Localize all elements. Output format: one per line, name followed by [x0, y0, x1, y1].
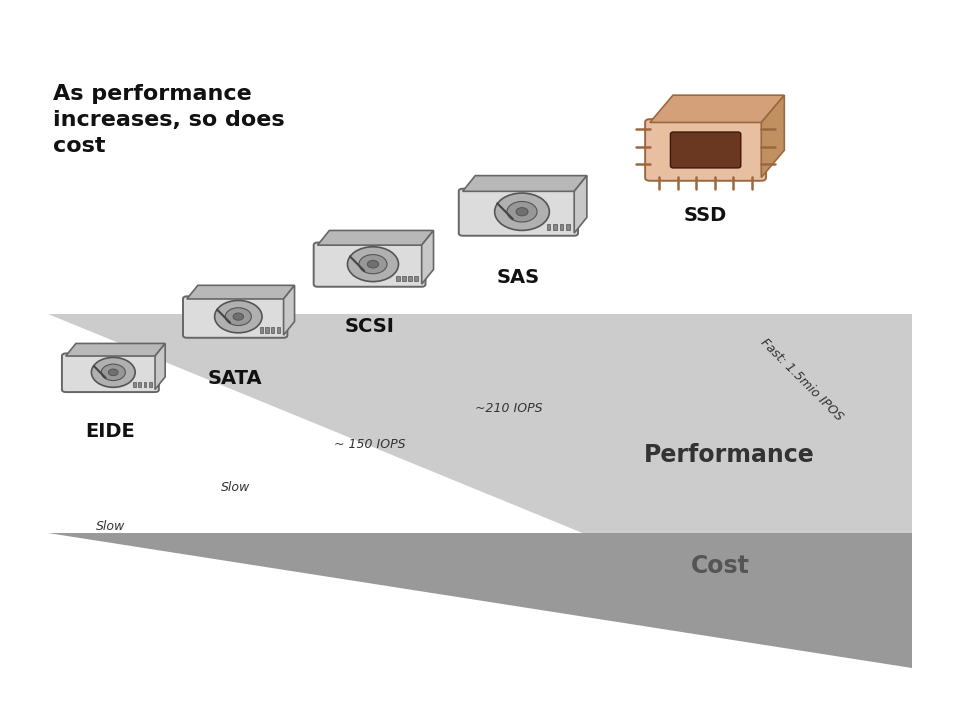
FancyBboxPatch shape: [566, 224, 570, 230]
Text: ~210 IOPS: ~210 IOPS: [475, 402, 542, 415]
Polygon shape: [155, 343, 165, 390]
FancyBboxPatch shape: [408, 276, 412, 282]
Polygon shape: [463, 176, 587, 192]
FancyBboxPatch shape: [144, 382, 147, 387]
Text: ~ 150 IOPS: ~ 150 IOPS: [334, 438, 405, 451]
FancyBboxPatch shape: [276, 328, 279, 333]
Text: Performance: Performance: [644, 443, 815, 467]
Polygon shape: [283, 285, 295, 335]
Text: EIDE: EIDE: [85, 422, 135, 441]
Circle shape: [368, 261, 378, 268]
FancyBboxPatch shape: [402, 276, 405, 282]
Text: Disk Types and Performance: Disk Types and Performance: [24, 23, 455, 52]
FancyBboxPatch shape: [560, 224, 564, 230]
Polygon shape: [421, 230, 434, 284]
FancyBboxPatch shape: [553, 224, 557, 230]
Text: Cost: Cost: [690, 554, 750, 578]
FancyBboxPatch shape: [670, 132, 741, 168]
Text: SCSI: SCSI: [345, 317, 395, 336]
Circle shape: [215, 300, 262, 333]
Circle shape: [91, 357, 135, 387]
FancyBboxPatch shape: [61, 354, 158, 392]
Circle shape: [233, 313, 244, 320]
FancyBboxPatch shape: [415, 276, 418, 282]
FancyBboxPatch shape: [271, 328, 275, 333]
Circle shape: [516, 207, 528, 216]
FancyBboxPatch shape: [459, 189, 578, 235]
Circle shape: [494, 193, 549, 230]
Circle shape: [108, 369, 118, 376]
FancyBboxPatch shape: [149, 382, 152, 387]
Text: Fast: 1.5mio IPOS: Fast: 1.5mio IPOS: [757, 336, 846, 423]
FancyBboxPatch shape: [396, 276, 399, 282]
Text: As performance
increases, so does
cost: As performance increases, so does cost: [53, 84, 284, 156]
FancyBboxPatch shape: [138, 382, 141, 387]
Circle shape: [101, 364, 126, 381]
Circle shape: [226, 307, 252, 325]
Polygon shape: [318, 230, 434, 245]
Circle shape: [507, 202, 537, 222]
Circle shape: [348, 247, 398, 282]
Text: SATA: SATA: [208, 369, 262, 389]
Polygon shape: [65, 343, 165, 356]
Text: Slow: Slow: [96, 521, 125, 534]
Text: SAS: SAS: [497, 268, 540, 287]
FancyBboxPatch shape: [133, 382, 136, 387]
FancyBboxPatch shape: [645, 120, 766, 181]
FancyBboxPatch shape: [266, 328, 269, 333]
Polygon shape: [650, 95, 784, 122]
Polygon shape: [761, 95, 784, 178]
FancyBboxPatch shape: [260, 328, 263, 333]
Polygon shape: [48, 314, 912, 667]
Text: Slow: Slow: [221, 481, 250, 494]
Polygon shape: [48, 534, 912, 667]
FancyBboxPatch shape: [547, 224, 550, 230]
Circle shape: [359, 255, 387, 274]
Text: SSD: SSD: [684, 206, 728, 225]
Polygon shape: [574, 176, 587, 233]
FancyBboxPatch shape: [314, 243, 425, 287]
Polygon shape: [187, 285, 295, 299]
FancyBboxPatch shape: [183, 297, 287, 338]
